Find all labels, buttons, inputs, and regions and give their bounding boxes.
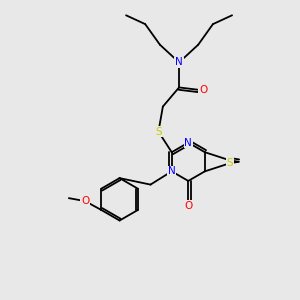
- Text: N: N: [175, 57, 183, 68]
- Text: S: S: [155, 127, 162, 136]
- Text: S: S: [226, 158, 233, 168]
- Text: N: N: [184, 138, 192, 148]
- Text: O: O: [199, 85, 207, 95]
- Text: O: O: [184, 201, 192, 211]
- Text: N: N: [168, 166, 176, 176]
- Text: O: O: [81, 196, 89, 206]
